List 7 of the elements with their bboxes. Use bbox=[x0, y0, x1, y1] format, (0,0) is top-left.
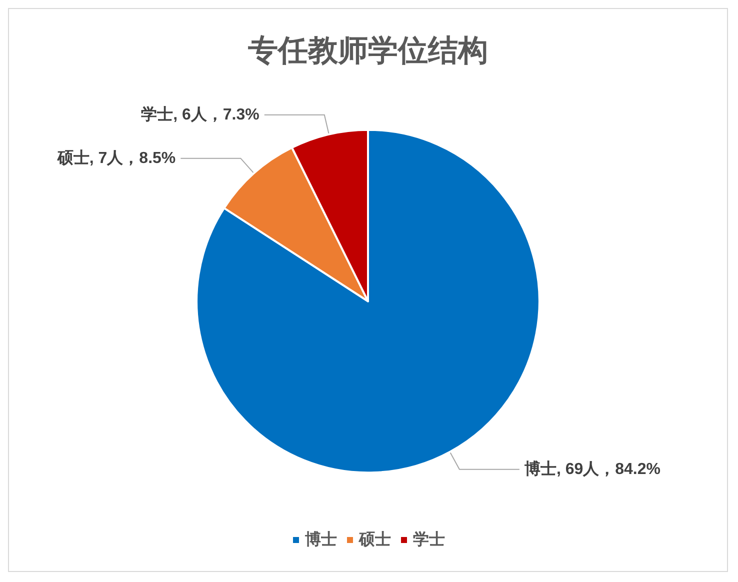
legend-label: 博士 bbox=[304, 530, 337, 548]
data-label: 博士, 69人，84.2% bbox=[523, 460, 661, 478]
legend-label: 硕士 bbox=[358, 530, 391, 548]
data-label: 硕士, 7人，8.5% bbox=[56, 148, 176, 167]
data-label: 学士, 6人，7.3% bbox=[141, 105, 260, 124]
legend-label: 学士 bbox=[413, 530, 445, 548]
chart-title: 专任教师学位结构 bbox=[247, 34, 488, 68]
